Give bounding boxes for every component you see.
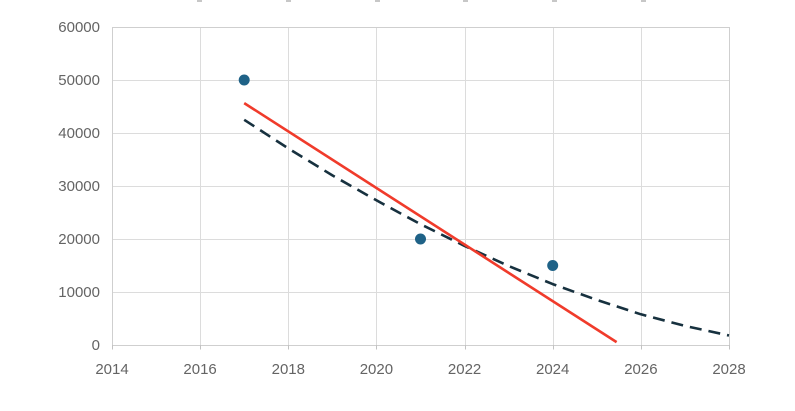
x-tick-label: 2016 bbox=[183, 361, 216, 378]
x-tick-label: 2028 bbox=[712, 361, 745, 378]
top-edge-remnant-mark bbox=[552, 0, 557, 2]
curved-trendline bbox=[243, 118, 730, 337]
y-tick-label: 0 bbox=[92, 337, 100, 354]
data-point bbox=[238, 74, 250, 86]
y-tick-label: 60000 bbox=[58, 19, 100, 36]
y-tick-label: 10000 bbox=[58, 284, 100, 301]
axis-labels-layer: 0 10000 20000 30000 40000 50000 60000 2014 2016 2… bbox=[58, 19, 745, 378]
y-tick-label: 20000 bbox=[58, 231, 100, 248]
top-edge-remnant-mark bbox=[641, 0, 646, 2]
top-edge-remnant-mark bbox=[286, 0, 291, 2]
top-edge-remnant-mark bbox=[463, 0, 468, 2]
x-tick-label: 2024 bbox=[536, 361, 569, 378]
y-tick-label: 30000 bbox=[58, 178, 100, 195]
x-tick-label: 2022 bbox=[448, 361, 481, 378]
plot-border-layer bbox=[112, 27, 730, 350]
y-tick-label: 40000 bbox=[58, 125, 100, 142]
series-layer bbox=[238, 74, 730, 344]
x-tick-label: 2026 bbox=[624, 361, 657, 378]
x-tick-label: 2018 bbox=[272, 361, 305, 378]
data-point bbox=[547, 260, 559, 271]
x-tick-label: 2014 bbox=[95, 361, 128, 378]
x-tick-label: 2020 bbox=[360, 361, 393, 378]
plot-area-border bbox=[112, 27, 730, 346]
gridlines-layer bbox=[112, 27, 730, 346]
cropped-top-artifacts-layer bbox=[197, 0, 646, 2]
top-edge-remnant-mark bbox=[197, 0, 202, 2]
linear-trendline bbox=[243, 102, 618, 344]
y-tick-label: 50000 bbox=[58, 72, 100, 89]
top-edge-remnant-mark bbox=[375, 0, 380, 2]
data-point bbox=[415, 233, 426, 245]
